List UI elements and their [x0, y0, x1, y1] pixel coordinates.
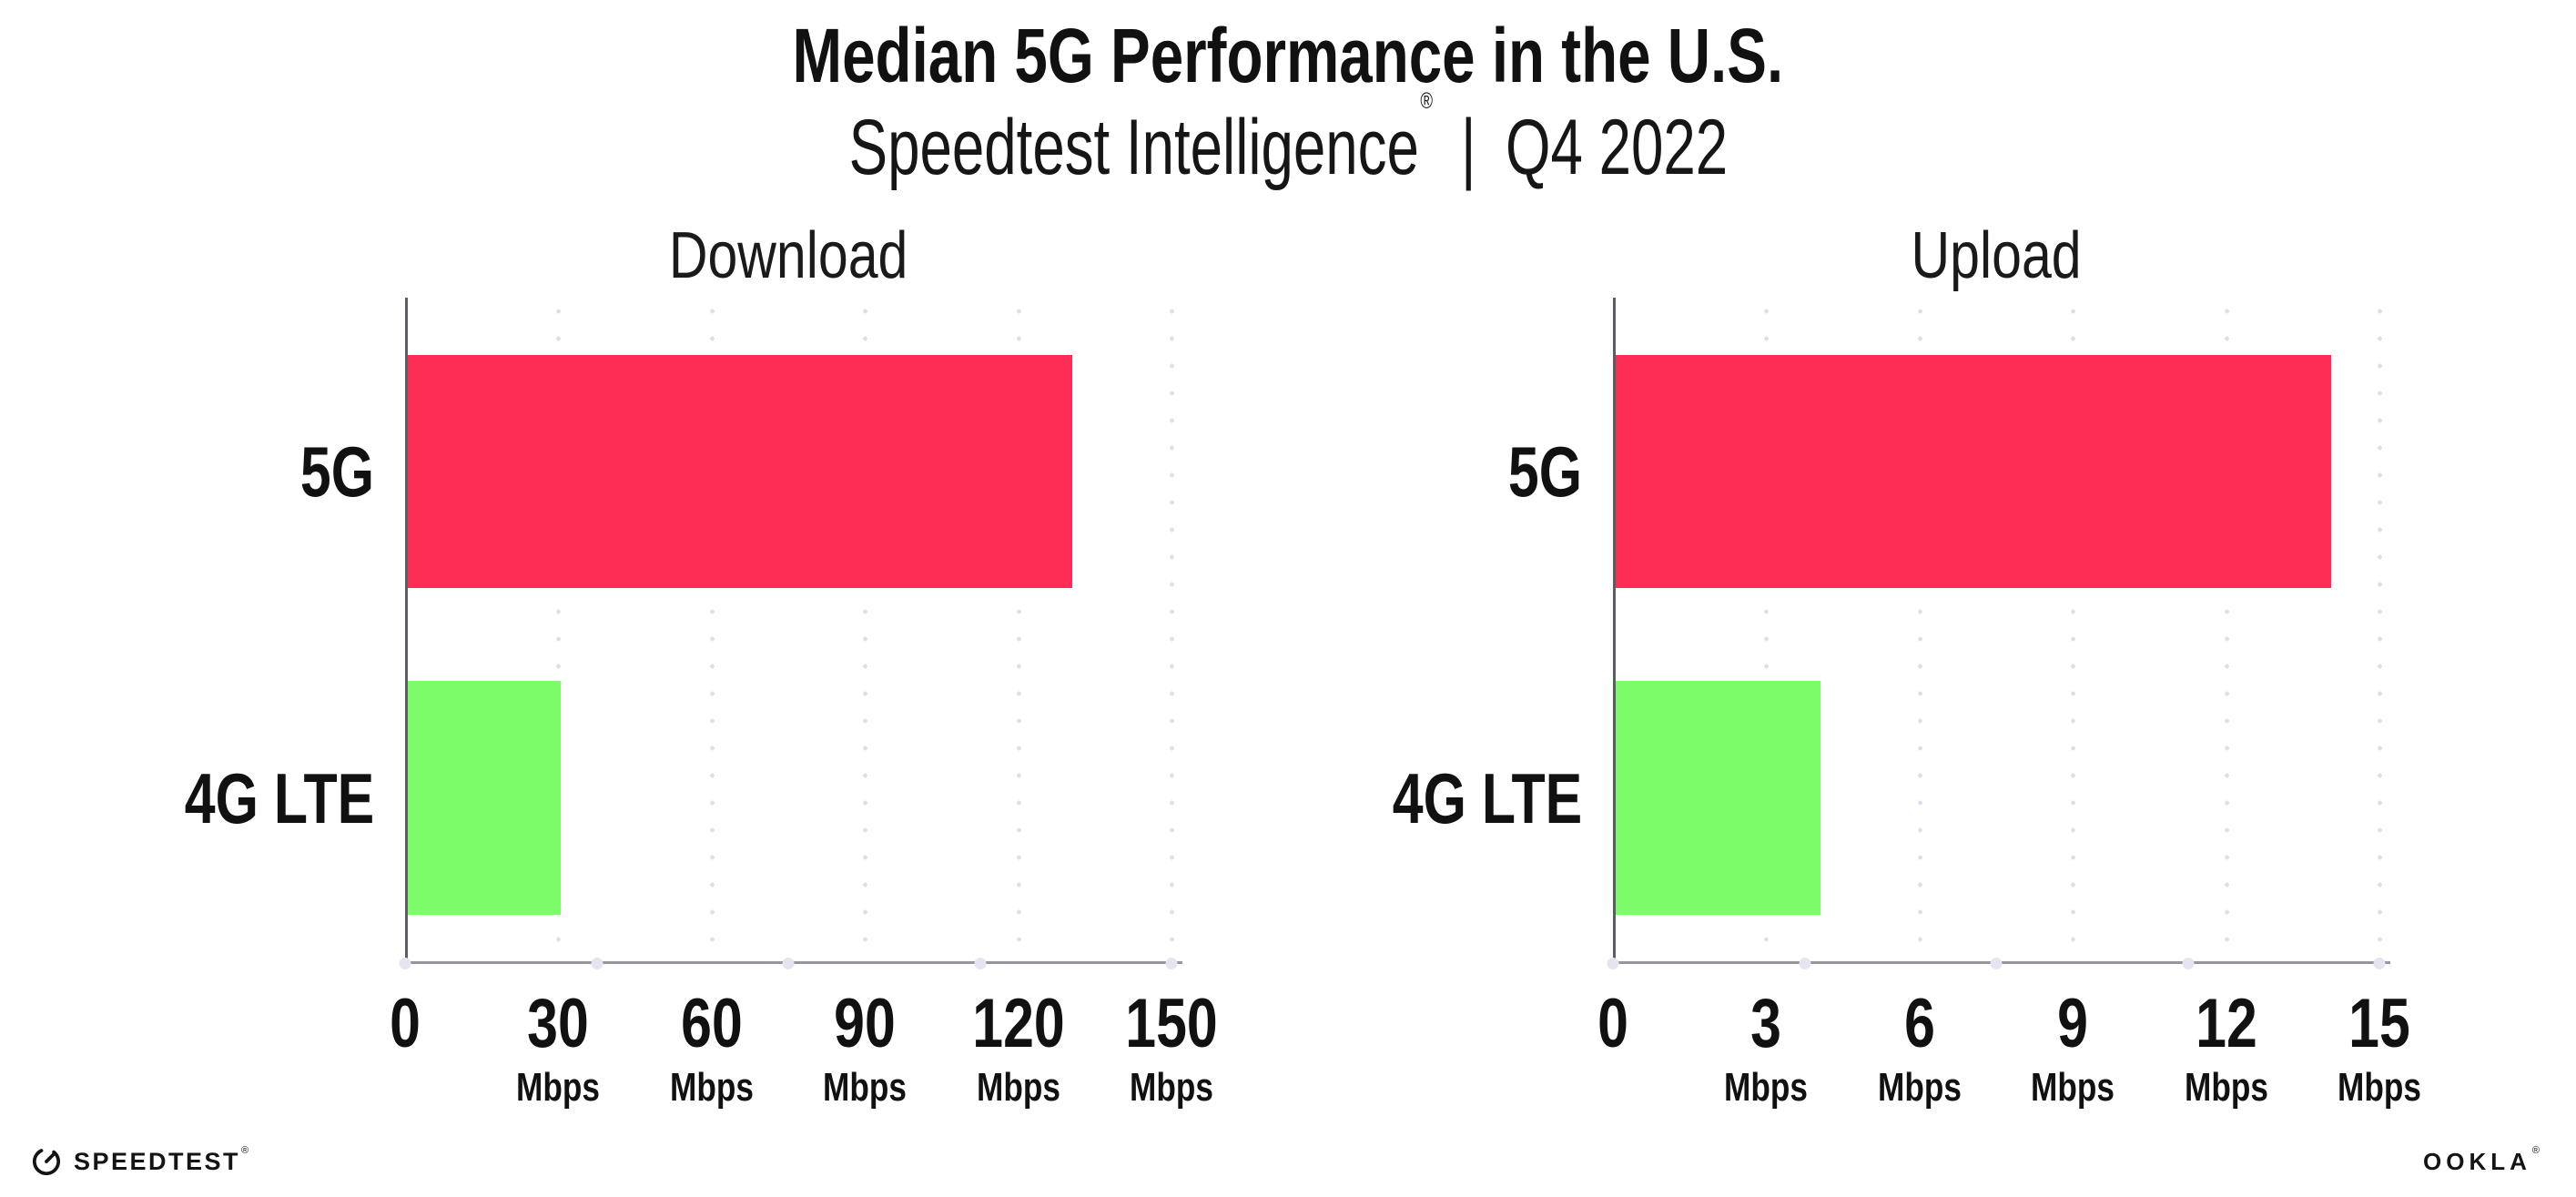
axis-tick-dot — [1990, 957, 2003, 969]
x-tick-6: 6 Mbps — [1877, 984, 1962, 1110]
gridline — [1764, 297, 1770, 962]
axis-tick-dot — [591, 957, 603, 969]
x-tick-0: 0 — [390, 984, 421, 1062]
page-subtitle: Speedtest Intelligence® | Q4 2022 — [0, 89, 2576, 186]
category-label-4g-lte: 4G LTE — [1392, 757, 1582, 838]
download-category-labels: 5G 4G LTE — [150, 298, 405, 962]
gridline — [709, 297, 715, 962]
x-tick-15: 15 Mbps — [2338, 984, 2421, 1110]
x-tick-30: 30 Mbps — [516, 984, 601, 1110]
upload-category-labels: 5G 4G LTE — [1358, 298, 1613, 962]
gridline — [2071, 297, 2076, 962]
download-x-axis: 0 30 Mbps 60 Mbps 90 Mbps 120 Mbps 150 Mbps — [390, 962, 1218, 1128]
bar-4g-lte — [408, 681, 562, 916]
gridline — [2378, 297, 2382, 962]
x-tick-90: 90 Mbps — [823, 984, 908, 1110]
axis-tick-dot — [782, 957, 795, 969]
axis-tick-dot — [2182, 957, 2194, 969]
report-footer: SPEEDTEST® OOKLA® — [31, 1144, 2544, 1177]
x-tick-60: 60 Mbps — [669, 984, 754, 1110]
upload-plot-area — [1607, 297, 2390, 969]
subtitle-brand: Speedtest Intelligence — [848, 103, 1419, 191]
report-header: Median 5G Performance in the U.S. Speedt… — [0, 0, 2576, 187]
axis-tick-dot — [1607, 957, 1619, 969]
x-tick-9: 9 Mbps — [2031, 984, 2115, 1110]
page-title: Median 5G Performance in the U.S. — [792, 13, 1784, 98]
download-chart: Download 5G 4G LTE 0 30 Mbps 60 Mbps 90 Mbps 120… — [150, 218, 1218, 1128]
registered-mark: ® — [1419, 87, 1433, 114]
gridline — [1917, 297, 1922, 962]
upload-x-axis: 0 3 Mbps 6 Mbps 9 Mbps 12 Mbps 15 Mbps — [1597, 962, 2421, 1128]
bar-4g-lte — [1616, 681, 1820, 916]
x-tick-3: 3 Mbps — [1724, 984, 1809, 1110]
gridline — [1016, 297, 1021, 962]
x-tick-150: 150 Mbps — [1125, 984, 1218, 1110]
registered-mark: ® — [241, 1144, 251, 1156]
y-axis-line — [1613, 297, 1616, 962]
ookla-wordmark: OOKLA® — [2423, 1144, 2544, 1175]
speedtest-gauge-icon — [32, 1147, 61, 1176]
category-label-4g-lte: 4G LTE — [184, 757, 374, 838]
axis-tick-dot — [2373, 957, 2386, 969]
x-tick-120: 120 Mbps — [971, 984, 1065, 1110]
bar-5g — [408, 354, 1072, 589]
gridline — [556, 297, 562, 962]
subtitle-period: Q4 2022 — [1505, 103, 1728, 191]
x-tick-12: 12 Mbps — [2184, 984, 2268, 1110]
speedtest-wordmark: SPEEDTEST® — [74, 1144, 251, 1175]
axis-tick-dot — [399, 957, 411, 969]
category-label-5g: 5G — [1507, 431, 1582, 512]
charts-row: Download 5G 4G LTE 0 30 Mbps 60 Mbps 90 Mbps 120… — [0, 219, 2576, 1128]
subtitle-separator: | — [1460, 103, 1476, 191]
chart-title-download: Download — [668, 218, 908, 292]
axis-tick-dot — [974, 957, 986, 969]
category-label-5g: 5G — [299, 431, 374, 512]
axis-tick-dot — [1799, 957, 1810, 969]
chart-title-upload: Upload — [1911, 218, 2082, 292]
gridline — [1170, 297, 1174, 962]
download-plot-area — [399, 297, 1182, 969]
gridline — [2224, 297, 2229, 962]
x-tick-0: 0 — [1597, 984, 1628, 1062]
bar-5g — [1616, 354, 2331, 589]
speedtest-logo: SPEEDTEST® — [31, 1144, 251, 1177]
gridline — [863, 297, 868, 962]
ookla-logo: OOKLA® — [2423, 1144, 2544, 1176]
registered-mark: ® — [2531, 1144, 2544, 1156]
axis-tick-dot — [1165, 957, 1178, 969]
upload-chart: Upload 5G 4G LTE 0 3 Mbps 6 Mbps 9 Mbps 12 Mbps 15… — [1358, 218, 2421, 1128]
y-axis-line — [405, 297, 408, 962]
